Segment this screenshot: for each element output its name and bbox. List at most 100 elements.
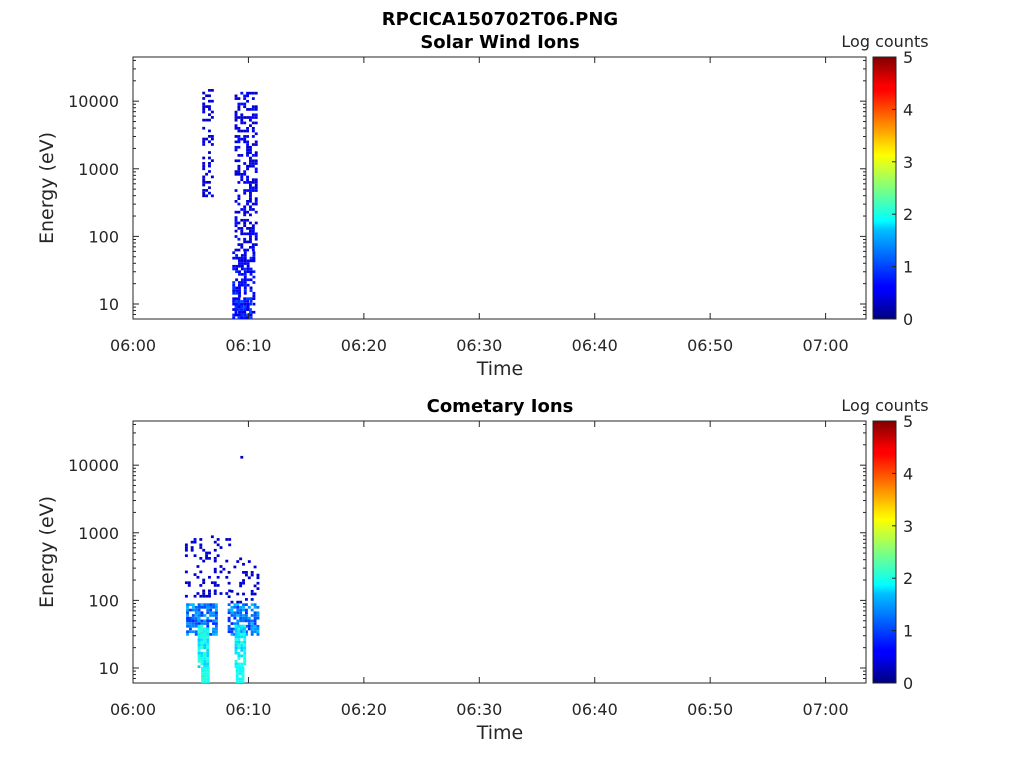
spectrogram-cell <box>239 630 243 634</box>
spectrogram-cell <box>243 181 247 184</box>
spectrogram-cell <box>190 546 194 549</box>
spectrogram-cell <box>251 248 255 252</box>
spectrogram-cell <box>252 310 256 314</box>
spectrogram-cell <box>202 162 206 165</box>
spectrogram-cell <box>227 571 231 574</box>
spectrogram-cell <box>199 570 203 574</box>
spectrogram-cell <box>240 91 244 95</box>
spectrogram-cell <box>206 624 210 628</box>
spectrogram-cell <box>256 576 260 580</box>
spectrogram-cell <box>235 256 239 260</box>
spectrogram-cell <box>242 579 245 582</box>
spectrogram-cell <box>236 614 240 617</box>
spectrogram-cell <box>206 603 210 606</box>
spectrogram-cell <box>206 666 210 670</box>
spectrogram-cell <box>239 584 243 588</box>
spectrogram-cell <box>250 592 254 596</box>
spectrogram-cell <box>251 245 255 249</box>
spectrogram-cell <box>237 654 241 658</box>
spectrogram-cell <box>234 627 238 631</box>
spectrogram-cell <box>219 592 223 595</box>
x-tick-label: 07:00 <box>803 700 849 719</box>
spectrogram-cell <box>239 619 243 623</box>
spectrogram-cell <box>197 635 201 639</box>
spectrogram-cell <box>237 137 241 141</box>
spectrogram-cell <box>232 308 236 311</box>
spectrogram-cell <box>256 616 260 620</box>
spectrogram-cell <box>187 584 191 587</box>
spectrogram-cell <box>187 581 191 585</box>
spectrogram-cell <box>227 624 231 628</box>
spectrogram-cell <box>197 654 201 658</box>
spectrogram-cell <box>214 608 218 612</box>
spectrogram-cell <box>235 264 239 268</box>
spectrogram-cell <box>246 99 250 103</box>
spectrogram-cell <box>240 102 244 106</box>
spectrogram-cell <box>208 107 211 111</box>
spectrogram-cell <box>196 575 200 579</box>
spectrogram-cell <box>202 548 206 552</box>
spectrogram-cell <box>208 162 211 165</box>
spectrogram-cell <box>237 640 241 644</box>
spectrogram-cell <box>254 167 258 171</box>
spectrogram-cell <box>208 551 211 555</box>
spectrogram-cell <box>191 603 195 606</box>
spectrogram-cell <box>237 221 241 225</box>
spectrogram-cell <box>242 614 245 617</box>
spectrogram-cell <box>251 232 255 236</box>
spectrogram-cell <box>254 235 258 238</box>
spectrogram-cell <box>252 291 256 295</box>
spectrogram-cell <box>203 622 207 625</box>
spectrogram-cell <box>200 643 204 647</box>
spectrogram-cell <box>240 310 244 314</box>
spectrogram-cell <box>199 546 203 549</box>
spectrogram-cell <box>200 654 204 658</box>
spectrogram-cell <box>186 603 189 606</box>
spectrogram-cell <box>208 594 211 598</box>
spectrogram-cell <box>234 200 238 203</box>
spectrogram-cell <box>186 611 189 615</box>
spectrogram-cell <box>234 113 238 117</box>
spectrogram-cell <box>249 245 252 249</box>
spectrogram-cell <box>240 172 244 176</box>
spectrogram-cell <box>202 578 206 582</box>
colorbar-label: Log counts <box>841 32 928 51</box>
spectrogram-cell <box>237 632 241 636</box>
spectrogram-cell <box>251 189 255 192</box>
spectrogram-cell <box>232 291 236 295</box>
spectrogram-cell <box>232 267 236 271</box>
spectrogram-cell <box>249 256 253 260</box>
spectrogram-cell <box>254 159 258 163</box>
spectrogram-cell <box>243 275 247 279</box>
spectrogram-cell <box>208 156 211 160</box>
spectrogram-cell <box>243 305 247 309</box>
spectrogram-cell <box>237 237 241 241</box>
spectrogram-cell <box>208 191 211 195</box>
spectrogram-cell <box>194 605 198 609</box>
spectrogram-cell <box>202 581 206 585</box>
spectrogram-cell <box>203 630 207 633</box>
spectrogram-cell <box>234 638 238 641</box>
spectrogram-cell <box>191 622 195 625</box>
spectrogram-cell <box>200 635 204 639</box>
spectrogram-cell <box>249 286 253 290</box>
spectrogram-cell <box>253 630 257 634</box>
colorbar-tick-label: 3 <box>903 517 913 536</box>
spectrogram-cell <box>254 186 258 190</box>
spectrogram-cell <box>201 672 204 675</box>
colorbar-tick-label: 1 <box>903 258 913 277</box>
spectrogram-cell <box>235 289 239 292</box>
spectrogram-cell <box>254 121 258 125</box>
spectrogram-cell <box>237 126 241 130</box>
spectrogram-cell <box>243 208 247 211</box>
x-tick-label: 06:40 <box>572 336 618 355</box>
spectrogram-cell <box>240 175 244 179</box>
spectrogram-cell <box>212 619 215 623</box>
spectrogram-cell <box>246 94 250 98</box>
spectrogram-cell <box>199 557 203 560</box>
spectrogram-cell <box>238 666 242 670</box>
spectrogram-cell <box>201 677 204 681</box>
spectrogram-cell <box>251 116 255 119</box>
spectrogram-cell <box>237 243 241 246</box>
spectrogram-cell <box>246 175 250 179</box>
